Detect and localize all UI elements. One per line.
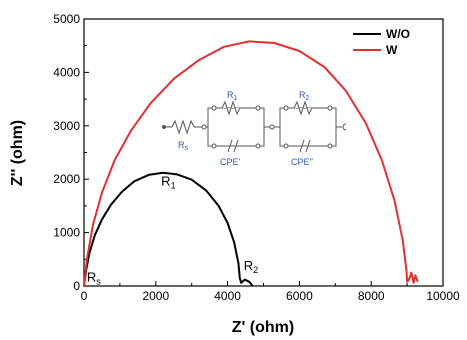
circuit-label-r1: R1 xyxy=(227,90,238,102)
x-tick-label: 6000 xyxy=(286,289,313,303)
y-tick-label: 2000 xyxy=(53,172,80,186)
series-group xyxy=(83,40,419,287)
legend-label-wo: W/O xyxy=(386,27,410,41)
x-tick-label: 0 xyxy=(81,289,88,303)
legend-label-w: W xyxy=(386,43,398,57)
cpe2-symbol xyxy=(299,139,305,153)
y-tick-label: 1000 xyxy=(53,226,80,240)
annotations: R1 R2 Rs xyxy=(87,174,258,287)
x-axis-label: Z' (ohm) xyxy=(232,319,294,336)
resistor-r1 xyxy=(221,100,241,116)
x-tick-label: 10000 xyxy=(426,289,460,303)
y-tick-label: 3000 xyxy=(53,119,80,133)
x-tick-label: 8000 xyxy=(358,289,385,303)
circuit-labels: Rs R1 R2 CPE' CPE'' xyxy=(178,90,313,167)
resistor-rs xyxy=(171,119,195,135)
circuit-label-cpe2: CPE'' xyxy=(291,157,313,167)
y-axis-label: Z'' (ohm) xyxy=(9,120,26,186)
y-tick-label: 0 xyxy=(73,279,80,293)
plot-frame xyxy=(83,18,444,287)
x-tick-label: 2000 xyxy=(142,289,169,303)
circuit-label-r2: R2 xyxy=(299,90,310,102)
cpe1-symbol xyxy=(227,139,233,153)
y-tick-label: 5000 xyxy=(53,12,80,26)
annotation-rs: Rs xyxy=(87,270,101,287)
x-tick-label: 4000 xyxy=(214,289,241,303)
circuit-inset xyxy=(162,100,347,153)
y-tick-label: 4000 xyxy=(53,65,80,79)
axis-ticks: 0 2000 4000 6000 8000 10000 0 1000 2000 3000 4000 5… xyxy=(53,12,460,303)
annotation-r2: R2 xyxy=(244,258,258,275)
series-line-w xyxy=(83,40,419,287)
legend: W/O W xyxy=(353,27,410,57)
series-line-wo xyxy=(83,171,253,287)
annotation-r1: R1 xyxy=(161,174,175,191)
circuit-label-cpe1: CPE' xyxy=(220,157,241,167)
circuit-label-rs: Rs xyxy=(178,140,189,152)
resistor-r2 xyxy=(293,100,313,116)
